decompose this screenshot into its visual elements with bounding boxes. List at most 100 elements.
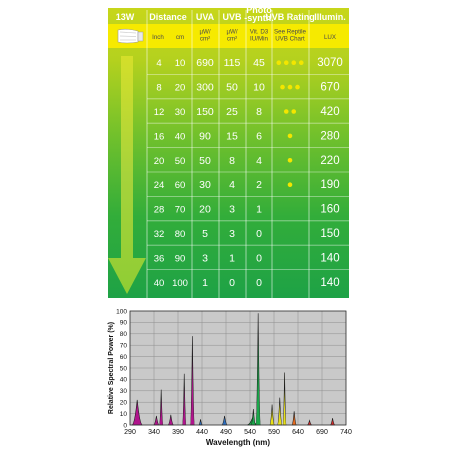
vitamin-d3-cell: 0 — [256, 252, 262, 264]
y-tick-label: 0 — [123, 422, 127, 429]
uvb-cell: 50 — [226, 82, 238, 94]
uvb-rating-dot — [295, 84, 300, 90]
table-row: 20 50 50 8 4 220 — [154, 155, 340, 167]
uvb-rating-dot — [298, 60, 304, 65]
subheader-label: µW/cm² — [226, 29, 237, 43]
x-tick-label: 640 — [292, 429, 304, 436]
column-dividers — [146, 10, 310, 298]
uvb-cell: 3 — [229, 228, 235, 240]
cm-cell: 70 — [175, 205, 186, 216]
x-tick-label: 340 — [148, 429, 160, 436]
lux-cell: 140 — [320, 277, 339, 289]
cm-cell: 50 — [175, 156, 186, 167]
cm-cell: 20 — [175, 83, 186, 94]
uva-cell: 150 — [196, 106, 214, 118]
inch-cell: 32 — [154, 229, 165, 240]
y-tick-label: 60 — [120, 354, 128, 361]
inch-cell: 8 — [156, 83, 161, 94]
subheader-label: cm — [176, 34, 184, 41]
subheader-label: Vit. D3 IU/Min — [250, 29, 269, 43]
x-tick-label: 740 — [340, 429, 352, 436]
y-tick-label: 50 — [120, 365, 128, 372]
uvb-rating-dot — [276, 60, 282, 65]
row-dividers — [147, 74, 349, 271]
table-row: 12 30 150 25 8 420 — [154, 106, 340, 118]
spectral-peak — [250, 409, 257, 426]
uvb-cell: 115 — [224, 57, 241, 69]
vitamin-d3-cell: 1 — [256, 204, 262, 216]
uvb-rating-dot — [280, 84, 285, 90]
uva-cell: 20 — [199, 204, 211, 216]
spectral-peak — [282, 372, 287, 426]
lux-cell: 160 — [320, 204, 339, 216]
header-label: UVB — [222, 12, 242, 22]
x-tick-label: 690 — [316, 429, 328, 436]
plot-frame — [129, 310, 347, 426]
spectral-peak — [255, 313, 261, 426]
y-tick-label: 80 — [120, 331, 128, 338]
cm-cell: 90 — [175, 253, 186, 264]
header-label: Illumin. — [314, 12, 346, 22]
inch-cell: 12 — [154, 107, 165, 118]
header-label: Distance — [149, 12, 187, 22]
header-label: Photo -synth. — [244, 5, 274, 23]
subheader-label: See Reptile UVB Chart — [274, 29, 307, 43]
y-tick-label: 40 — [120, 377, 128, 384]
subheader-label: µW/cm² — [199, 29, 210, 43]
table-row: 36 90 3 1 0 140 — [154, 252, 340, 264]
uvb-cell: 25 — [226, 106, 238, 118]
vitamin-d3-cell: 10 — [253, 82, 265, 94]
lux-cell: 150 — [320, 228, 339, 240]
uvb-cell: 3 — [229, 204, 235, 216]
down-arrow — [108, 56, 146, 294]
uva-cell: 690 — [196, 57, 214, 69]
x-tick-label: 590 — [268, 429, 280, 436]
uvb-cell: 8 — [229, 155, 235, 167]
cm-cell: 10 — [175, 58, 186, 69]
subheader-label: Inch — [152, 34, 164, 41]
uvb-rating-dot — [287, 182, 293, 187]
header-label: UVB Rating — [265, 12, 315, 22]
y-tick-label: 30 — [120, 388, 128, 395]
uvb-rating-dot — [291, 109, 297, 114]
uva-cell: 3 — [202, 252, 208, 264]
inch-cell: 36 — [154, 253, 165, 264]
uvb-cell: 0 — [229, 277, 235, 289]
vitamin-d3-cell: 0 — [256, 277, 262, 289]
lux-cell: 3070 — [317, 57, 343, 69]
uva-cell: 90 — [199, 130, 211, 142]
y-tick-label: 20 — [120, 400, 128, 407]
uva-cell: 300 — [196, 82, 214, 94]
x-tick-label: 290 — [124, 429, 136, 436]
y-axis-label: Relative Spectral Power (%) — [108, 322, 115, 414]
table-row: 24 60 30 4 2 190 — [154, 179, 340, 191]
table-row: 40 100 1 0 0 140 — [154, 277, 340, 289]
spectral-peak — [131, 399, 143, 426]
lux-cell: 140 — [320, 252, 339, 264]
y-tick-label: 100 — [116, 308, 127, 315]
table-row: 4 10 690 115 45 3070 — [156, 57, 342, 69]
subheader-label: LUX — [324, 34, 336, 41]
uvb-rating-dot — [287, 158, 293, 163]
uvb-cell: 15 — [226, 130, 238, 142]
y-tick-label: 90 — [120, 320, 128, 327]
inch-cell: 4 — [156, 58, 161, 69]
lux-cell: 670 — [320, 82, 339, 94]
cm-cell: 80 — [175, 229, 186, 240]
spectral-peak — [182, 373, 187, 426]
table-row: 16 40 90 15 6 280 — [154, 130, 340, 142]
spectral-peak — [277, 397, 283, 426]
uvb-cell: 4 — [229, 179, 235, 191]
cm-cell: 30 — [175, 107, 186, 118]
cm-cell: 40 — [175, 131, 186, 142]
header-label: 13W — [116, 12, 135, 22]
uvb-rating-dot — [283, 60, 289, 65]
inch-cell: 28 — [154, 205, 165, 216]
inch-cell: 16 — [154, 131, 165, 142]
vitamin-d3-cell: 0 — [256, 228, 262, 240]
spectral-peak — [167, 414, 174, 426]
x-axis-label: Wavelength (nm) — [206, 438, 270, 447]
inch-cell: 20 — [154, 156, 165, 167]
